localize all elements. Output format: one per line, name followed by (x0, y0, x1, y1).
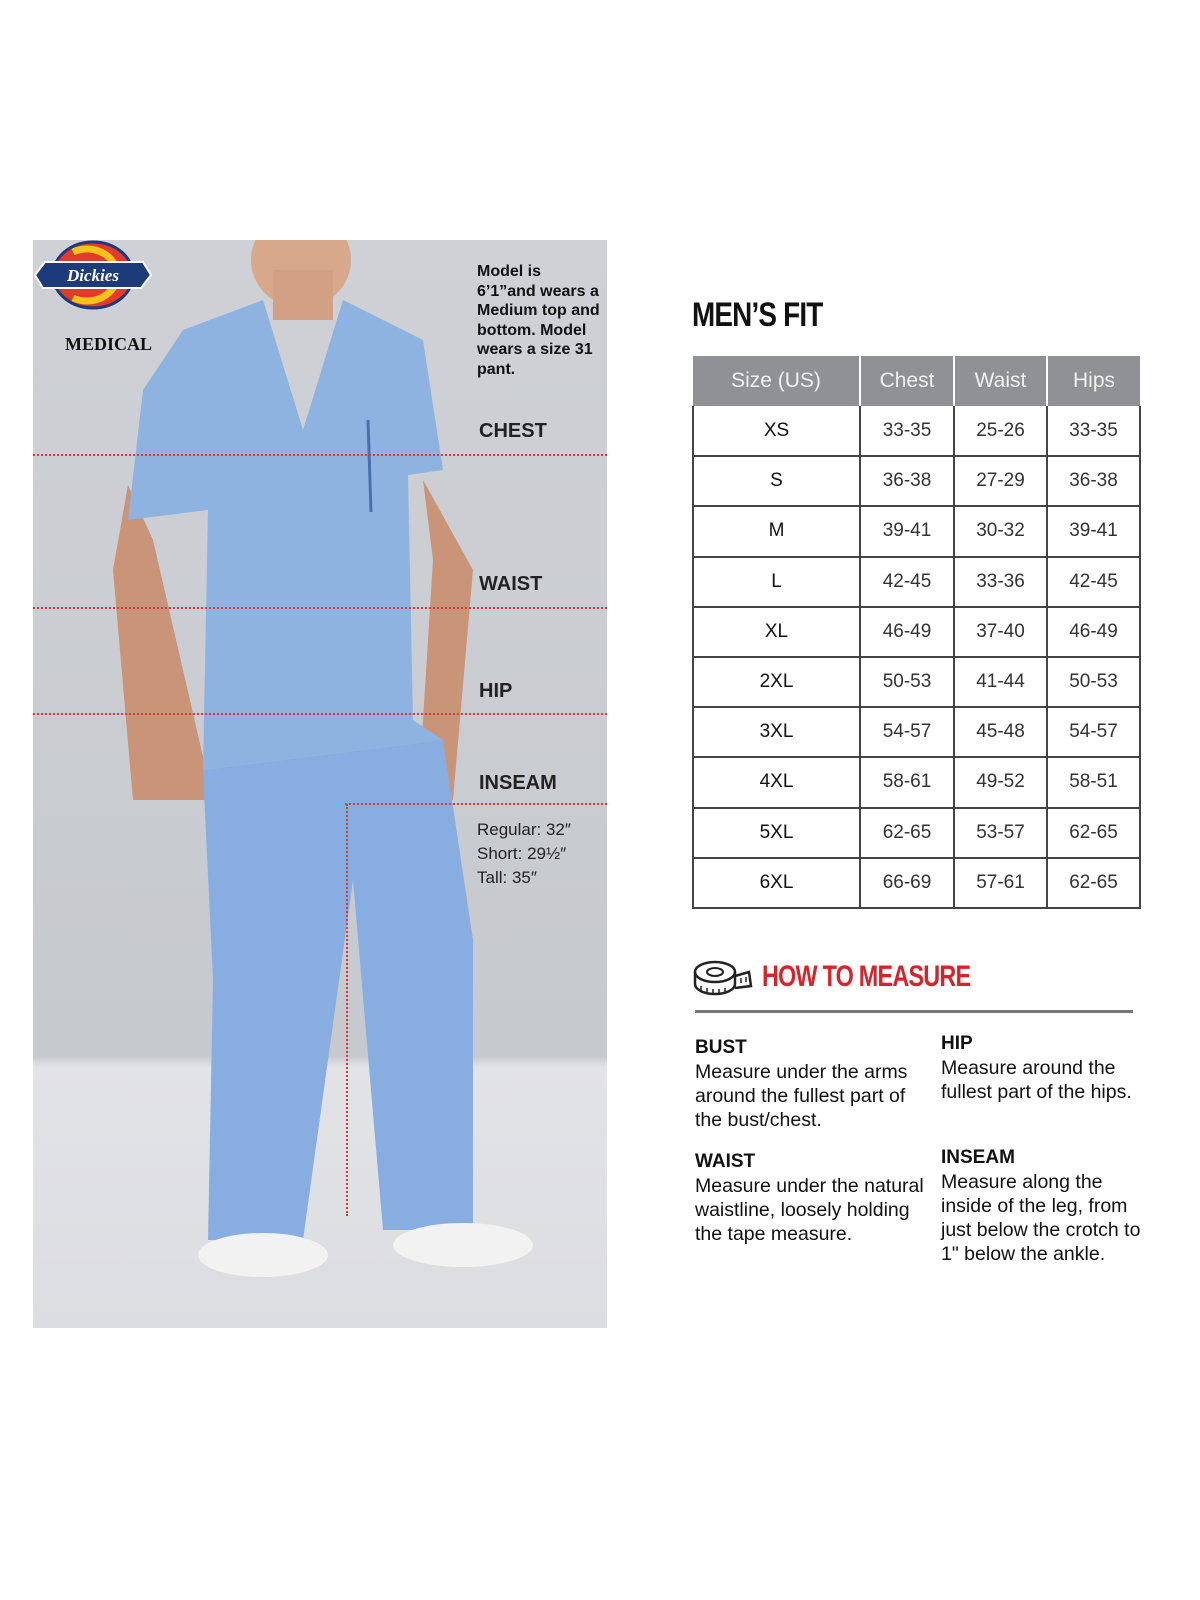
size-cell: L (692, 556, 861, 608)
size-cell: M (692, 506, 861, 558)
waist-cell: 45-48 (953, 707, 1048, 759)
model-note: Model is 6’1”and wears a Medium top and … (477, 263, 600, 378)
chest-cell: 39-41 (859, 506, 955, 558)
table-row: M 39-41 30-32 39-41 (692, 506, 1141, 558)
inseam-regular: Regular: 32″ (477, 820, 571, 839)
size-cell: 5XL (692, 807, 861, 859)
measure-waist: WAIST Measure under the natural waistline… (695, 1150, 925, 1246)
hips-cell: 39-41 (1046, 506, 1141, 558)
table-row: 2XL 50-53 41-44 50-53 (692, 656, 1141, 709)
chest-cell: 54-57 (859, 707, 955, 759)
waist-cell: 37-40 (953, 606, 1048, 658)
size-cell: 4XL (692, 757, 861, 809)
divider (695, 1010, 1133, 1013)
chest-cell: 33-35 (859, 406, 955, 458)
hips-cell: 50-53 (1046, 656, 1141, 709)
hips-cell: 42-45 (1046, 556, 1141, 608)
hips-cell: 62-65 (1046, 807, 1141, 859)
inseam-line (345, 803, 607, 805)
hips-cell: 54-57 (1046, 707, 1141, 759)
size-cell: 3XL (692, 707, 861, 759)
inseam-label: INSEAM (941, 1147, 1015, 1168)
hip-label: HIP (941, 1033, 973, 1054)
hips-cell: 46-49 (1046, 606, 1141, 658)
chest-label: CHEST (479, 420, 547, 442)
waist-cell: 41-44 (953, 656, 1048, 709)
table-row: S 36-38 27-29 36-38 (692, 456, 1141, 508)
table-row: 3XL 54-57 45-48 54-57 (692, 707, 1141, 759)
size-cell: 6XL (692, 857, 861, 909)
inseam-lengths: Regular: 32″ Short: 29½″ Tall: 35″ (477, 818, 571, 890)
table-row: 6XL 66-69 57-61 62-65 (692, 857, 1141, 909)
header-hips: Hips (1046, 356, 1140, 406)
table-row: XS 33-35 25-26 33-35 (692, 406, 1141, 458)
tape-measure-icon (693, 960, 753, 996)
size-cell: XL (692, 606, 861, 658)
header-size: Size (US) (693, 356, 860, 406)
hips-cell: 62-65 (1046, 857, 1141, 909)
waist-cell: 30-32 (953, 506, 1048, 558)
chest-cell: 50-53 (859, 656, 955, 709)
size-table: Size (US) Chest Waist Hips XS 33-35 25-26 3… (692, 356, 1141, 909)
chest-cell: 66-69 (859, 857, 955, 909)
hip-label: HIP (479, 680, 513, 702)
page-title: MEN’S FIT (692, 296, 823, 334)
chest-cell: 62-65 (859, 807, 955, 859)
table-row: XL 46-49 37-40 46-49 (692, 606, 1141, 658)
waist-label: WAIST (479, 573, 543, 595)
chest-cell: 46-49 (859, 606, 955, 658)
waist-line (33, 607, 607, 609)
inseam-short: Short: 29½″ (477, 844, 567, 863)
inseam-vertical-line (346, 804, 348, 1216)
table-row: 4XL 58-61 49-52 58-51 (692, 757, 1141, 809)
bust-label: BUST (695, 1037, 747, 1058)
size-cell: S (692, 456, 861, 508)
hips-cell: 36-38 (1046, 456, 1141, 508)
how-to-measure-title: HOW TO MEASURE (762, 960, 971, 993)
hip-line (33, 713, 607, 715)
waist-cell: 53-57 (953, 807, 1048, 859)
waist-cell: 25-26 (953, 406, 1048, 458)
table-header: Size (US) Chest Waist Hips (693, 356, 1140, 406)
chest-cell: 36-38 (859, 456, 955, 508)
header-chest: Chest (859, 356, 954, 406)
waist-label: WAIST (695, 1151, 756, 1172)
header-waist: Waist (953, 356, 1047, 406)
chest-cell: 58-61 (859, 757, 955, 809)
chest-cell: 42-45 (859, 556, 955, 608)
table-row: 5XL 62-65 53-57 62-65 (692, 807, 1141, 859)
hip-text: Measure around the fullest part of the h… (941, 1057, 1132, 1103)
hips-cell: 58-51 (1046, 757, 1141, 809)
waist-text: Measure under the natural waistline, loo… (695, 1175, 924, 1245)
measure-hip: HIP Measure around the fullest part of th… (941, 1032, 1146, 1104)
table-row: L 42-45 33-36 42-45 (692, 556, 1141, 608)
waist-cell: 49-52 (953, 757, 1048, 809)
brand-medical: MEDICAL (65, 334, 153, 354)
inseam-text: Measure along the inside of the leg, fro… (941, 1171, 1141, 1265)
measure-bust: BUST Measure under the arms around the fu… (695, 1036, 925, 1132)
waist-cell: 57-61 (953, 857, 1048, 909)
chest-line (33, 454, 607, 456)
dickies-logo: Dickies (33, 240, 153, 310)
svg-text:Dickies: Dickies (66, 266, 119, 285)
waist-cell: 27-29 (953, 456, 1048, 508)
inseam-tall: Tall: 35″ (477, 868, 537, 887)
measure-inseam: INSEAM Measure along the inside of the le… (941, 1146, 1156, 1266)
model-photo: Dickies MEDICAL Model is 6’1”and wears a… (33, 240, 607, 1328)
size-cell: 2XL (692, 656, 861, 709)
size-cell: XS (692, 406, 861, 458)
waist-cell: 33-36 (953, 556, 1048, 608)
bust-text: Measure under the arms around the fulles… (695, 1061, 908, 1131)
model-figure (113, 240, 533, 1277)
inseam-label: INSEAM (479, 772, 557, 794)
hips-cell: 33-35 (1046, 406, 1141, 458)
